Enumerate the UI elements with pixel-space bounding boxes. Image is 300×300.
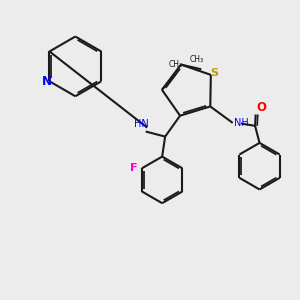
Text: CH₃: CH₃ [190, 55, 204, 64]
Text: O: O [256, 101, 267, 114]
Text: CH₃: CH₃ [169, 60, 183, 69]
Text: F: F [130, 163, 137, 172]
Text: NH: NH [234, 118, 249, 128]
Text: HN: HN [134, 119, 148, 129]
Text: N: N [42, 75, 52, 88]
Text: S: S [211, 68, 219, 78]
